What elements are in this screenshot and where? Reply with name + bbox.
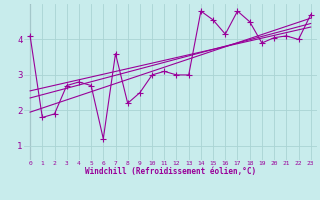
X-axis label: Windchill (Refroidissement éolien,°C): Windchill (Refroidissement éolien,°C) [85,167,256,176]
